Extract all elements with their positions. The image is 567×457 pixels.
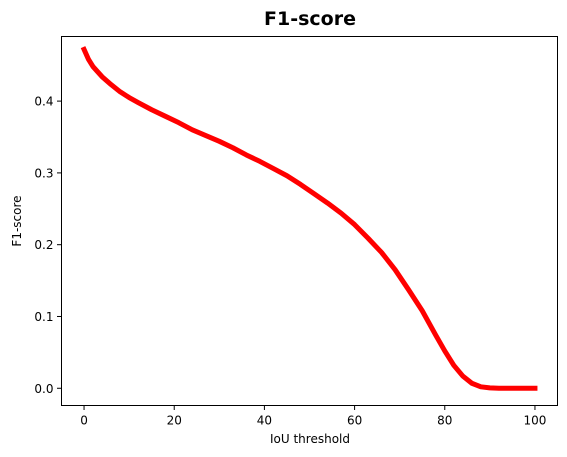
y-tick-label: 0.4 — [34, 95, 53, 109]
x-tick-label: 100 — [524, 414, 547, 428]
x-tick-label: 80 — [437, 414, 452, 428]
x-tick-label: 60 — [347, 414, 362, 428]
y-tick-label: 0.2 — [34, 238, 53, 252]
chart-title: F1-score — [264, 8, 356, 30]
series-layer — [80, 46, 538, 391]
x-axis-ticks: 0 20 40 60 80 100 — [80, 405, 547, 428]
f1-score-series-line — [80, 46, 538, 391]
x-tick-label: 0 — [80, 414, 88, 428]
x-tick-label: 20 — [167, 414, 182, 428]
y-tick-label: 0.3 — [34, 166, 53, 180]
y-axis-ticks: 0.0 0.1 0.2 0.3 0.4 — [34, 95, 62, 396]
y-tick-label: 0.0 — [34, 382, 53, 396]
y-axis-label: F1-score — [10, 195, 24, 246]
x-axis-label: IoU threshold — [270, 432, 350, 446]
plot-area — [61, 36, 558, 406]
y-tick-label: 0.1 — [34, 310, 53, 324]
x-tick-label: 40 — [257, 414, 272, 428]
